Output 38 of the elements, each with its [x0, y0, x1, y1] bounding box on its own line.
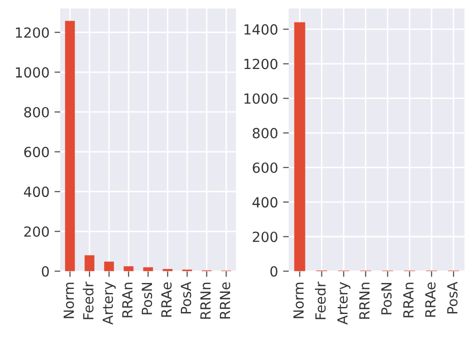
x-tick-label: PosN: [142, 282, 152, 314]
x-tick-label: Feedr: [82, 282, 94, 320]
x-tick-label: Norm: [64, 282, 74, 318]
y-tick-label: 600: [252, 162, 278, 173]
y-tick-label: 600: [24, 146, 49, 158]
x-tick-label: PosN: [381, 282, 392, 314]
y-tick-label: 1000: [244, 93, 278, 104]
y-tick-label: 200: [24, 226, 49, 237]
y-tick-label: 200: [252, 232, 278, 242]
x-tick-label: RRNn: [200, 282, 211, 319]
bar: [84, 255, 94, 272]
y-tick-label: 1000: [16, 67, 49, 78]
y-tick-label: 400: [252, 197, 278, 208]
x-tick-label: RRNe: [220, 282, 230, 318]
bar: [65, 20, 75, 272]
x-tick-label: RRAe: [161, 282, 172, 317]
x-tick-label: Artery: [102, 282, 116, 325]
y-tick-label: 0: [42, 266, 49, 277]
x-tick-label: RRAn: [403, 282, 414, 318]
y-tick-label: 800: [252, 128, 278, 138]
x-tick-label: RRAe: [425, 282, 436, 317]
x-tick-label: PosA: [447, 282, 458, 314]
bar: [124, 266, 134, 272]
x-tick-label: Artery: [337, 282, 350, 325]
bar: [294, 22, 306, 272]
x-tick-label: RRNn: [359, 282, 370, 319]
y-tick-label: 400: [24, 186, 49, 198]
y-tick-label: 1200: [244, 58, 278, 70]
x-tick-label: RRAn: [122, 282, 132, 318]
y-tick-label: 800: [24, 106, 49, 118]
y-tick-label: 1200: [16, 27, 49, 38]
x-tick-label: Feedr: [314, 282, 326, 320]
bar: [104, 262, 114, 272]
x-tick-label: Norm: [293, 282, 304, 318]
y-tick-label: 1400: [244, 24, 278, 35]
x-tick-label: PosA: [180, 282, 192, 314]
bar: [143, 267, 153, 272]
y-tick-label: 0: [270, 266, 278, 277]
